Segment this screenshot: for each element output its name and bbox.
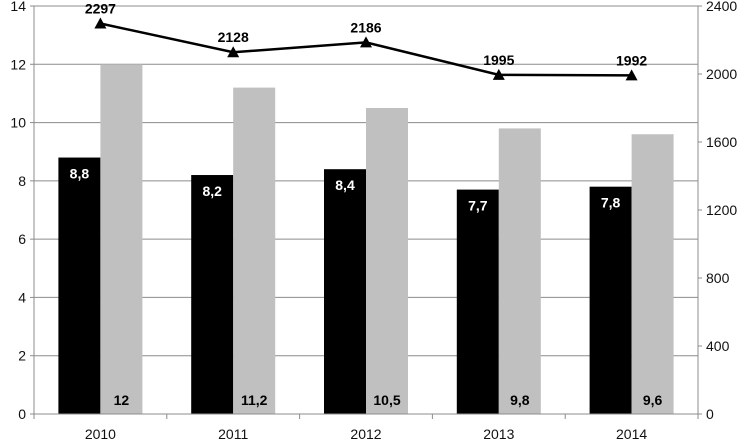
left-tick-label-7: 14 (10, 0, 26, 14)
right-tick-label-3: 1200 (706, 202, 737, 218)
line-label-2011: 2128 (218, 29, 249, 45)
bar-label-series2-2014: 9,6 (643, 392, 663, 408)
axes: 0 2 4 6 8 10 12 14 0 400 800 1200 1600 2000 2400 2010 20… (10, 0, 737, 442)
bars (58, 64, 674, 415)
right-tick-label-2: 800 (706, 270, 730, 286)
left-tick-label-1: 2 (18, 348, 26, 364)
x-tick-label-2014: 2014 (616, 426, 647, 442)
x-tick-label-2010: 2010 (85, 426, 116, 442)
line-series (94, 17, 638, 81)
right-tick-label-5: 2000 (706, 66, 737, 82)
bar-label-series2-2013: 9,8 (510, 392, 530, 408)
right-tick-label-4: 1600 (706, 134, 737, 150)
line-label-2014: 1992 (616, 52, 647, 68)
bar-label-series1-2012: 8,4 (335, 177, 355, 193)
bar-series2-2010 (100, 64, 143, 415)
left-tick-label-0: 0 (18, 406, 26, 422)
bar-label-series1-2014: 7,8 (601, 195, 621, 211)
bar-label-series1-2011: 8,2 (202, 183, 222, 199)
left-tick-label-6: 12 (10, 56, 26, 72)
right-tick-label-1: 400 (706, 338, 730, 354)
data-labels: 8,8 8,2 8,4 7,7 7,8 12 11,2 10,5 9,8 9,6 2297 2128 2… (70, 1, 663, 408)
left-tick-label-2: 4 (18, 289, 26, 305)
bar-series1-2014 (589, 186, 632, 414)
right-tick-label-6: 2400 (706, 0, 737, 14)
x-tick-label-2012: 2012 (350, 426, 381, 442)
bar-series1-2011 (191, 175, 234, 414)
bar-label-series1-2010: 8,8 (70, 166, 90, 182)
line-marker-2011 (227, 46, 240, 58)
bar-label-series2-2011: 11,2 (241, 392, 268, 408)
bar-label-series2-2010: 12 (114, 392, 130, 408)
left-tick-label-4: 8 (18, 173, 26, 189)
line-marker-2013 (492, 68, 505, 80)
bar-label-series2-2012: 10,5 (373, 392, 400, 408)
line-marker-2014 (625, 69, 638, 81)
bar-series1-2010 (58, 157, 101, 415)
line-label-2013: 1995 (483, 52, 514, 68)
bar-label-series1-2013: 7,7 (468, 198, 488, 214)
x-tick-label-2011: 2011 (218, 426, 248, 442)
bar-series2-2014 (631, 134, 674, 414)
bar-series1-2012 (324, 169, 366, 414)
bar-series1-2013 (456, 189, 499, 414)
x-tick-label-2013: 2013 (483, 426, 514, 442)
line-label-2012: 2186 (350, 19, 381, 35)
line-marker-2012 (360, 36, 372, 48)
bar-series2-2012 (366, 108, 408, 414)
line-marker-2010 (94, 17, 107, 29)
bar-series2-2011 (233, 87, 276, 414)
bar-series2-2013 (498, 128, 541, 414)
right-tick-label-0: 0 (706, 406, 714, 422)
left-tick-label-5: 10 (10, 115, 26, 131)
left-tick-label-3: 6 (18, 231, 26, 247)
line-label-2010: 2297 (85, 1, 116, 17)
